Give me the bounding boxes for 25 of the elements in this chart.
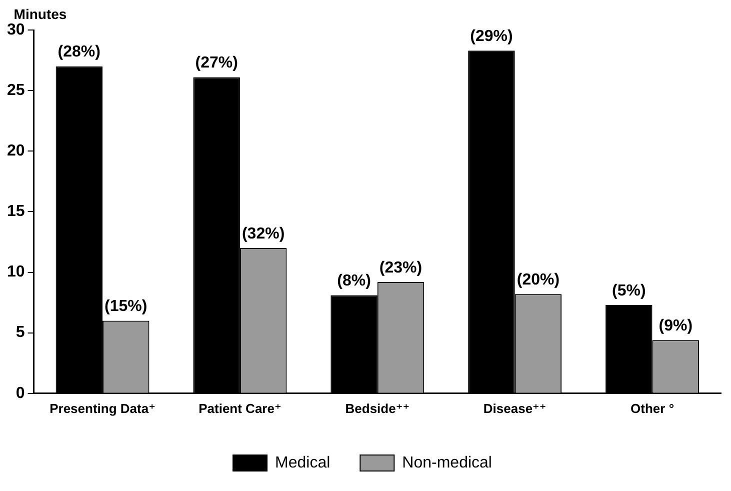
y-axis-title: Minutes [14,6,67,22]
x-tick-label: Other ° [630,400,674,416]
y-tick-label: 5 [16,324,25,342]
annotation: (27%) [195,54,238,72]
x-tick-label: Patient Care⁺ [198,400,282,416]
y-tick-label: 15 [7,203,25,220]
annotation: (23%) [379,259,422,276]
y-tick-label: 20 [7,142,25,160]
y-tick-label: 30 [7,21,25,38]
annotation: (15%) [104,298,148,316]
y-tick-label: 0 [16,384,25,402]
annotation: (29%) [470,28,513,45]
annotation: (9%) [658,318,693,335]
annotation: (5%) [612,282,646,300]
annotation: (28%) [58,44,100,61]
legend-label: Medical [275,454,330,472]
annotation: (32%) [242,225,285,242]
legend-label: Non-medical [402,454,492,472]
annotation: (8%) [337,272,371,290]
x-tick-label: Disease⁺⁺ [483,400,546,416]
annotation: (20%) [516,271,560,288]
y-tick-label: 25 [7,82,25,99]
x-tick-label: Bedside⁺⁺ [345,400,410,416]
x-tick-label: Presenting Data⁺ [50,400,156,416]
y-tick-label: 10 [7,264,25,281]
